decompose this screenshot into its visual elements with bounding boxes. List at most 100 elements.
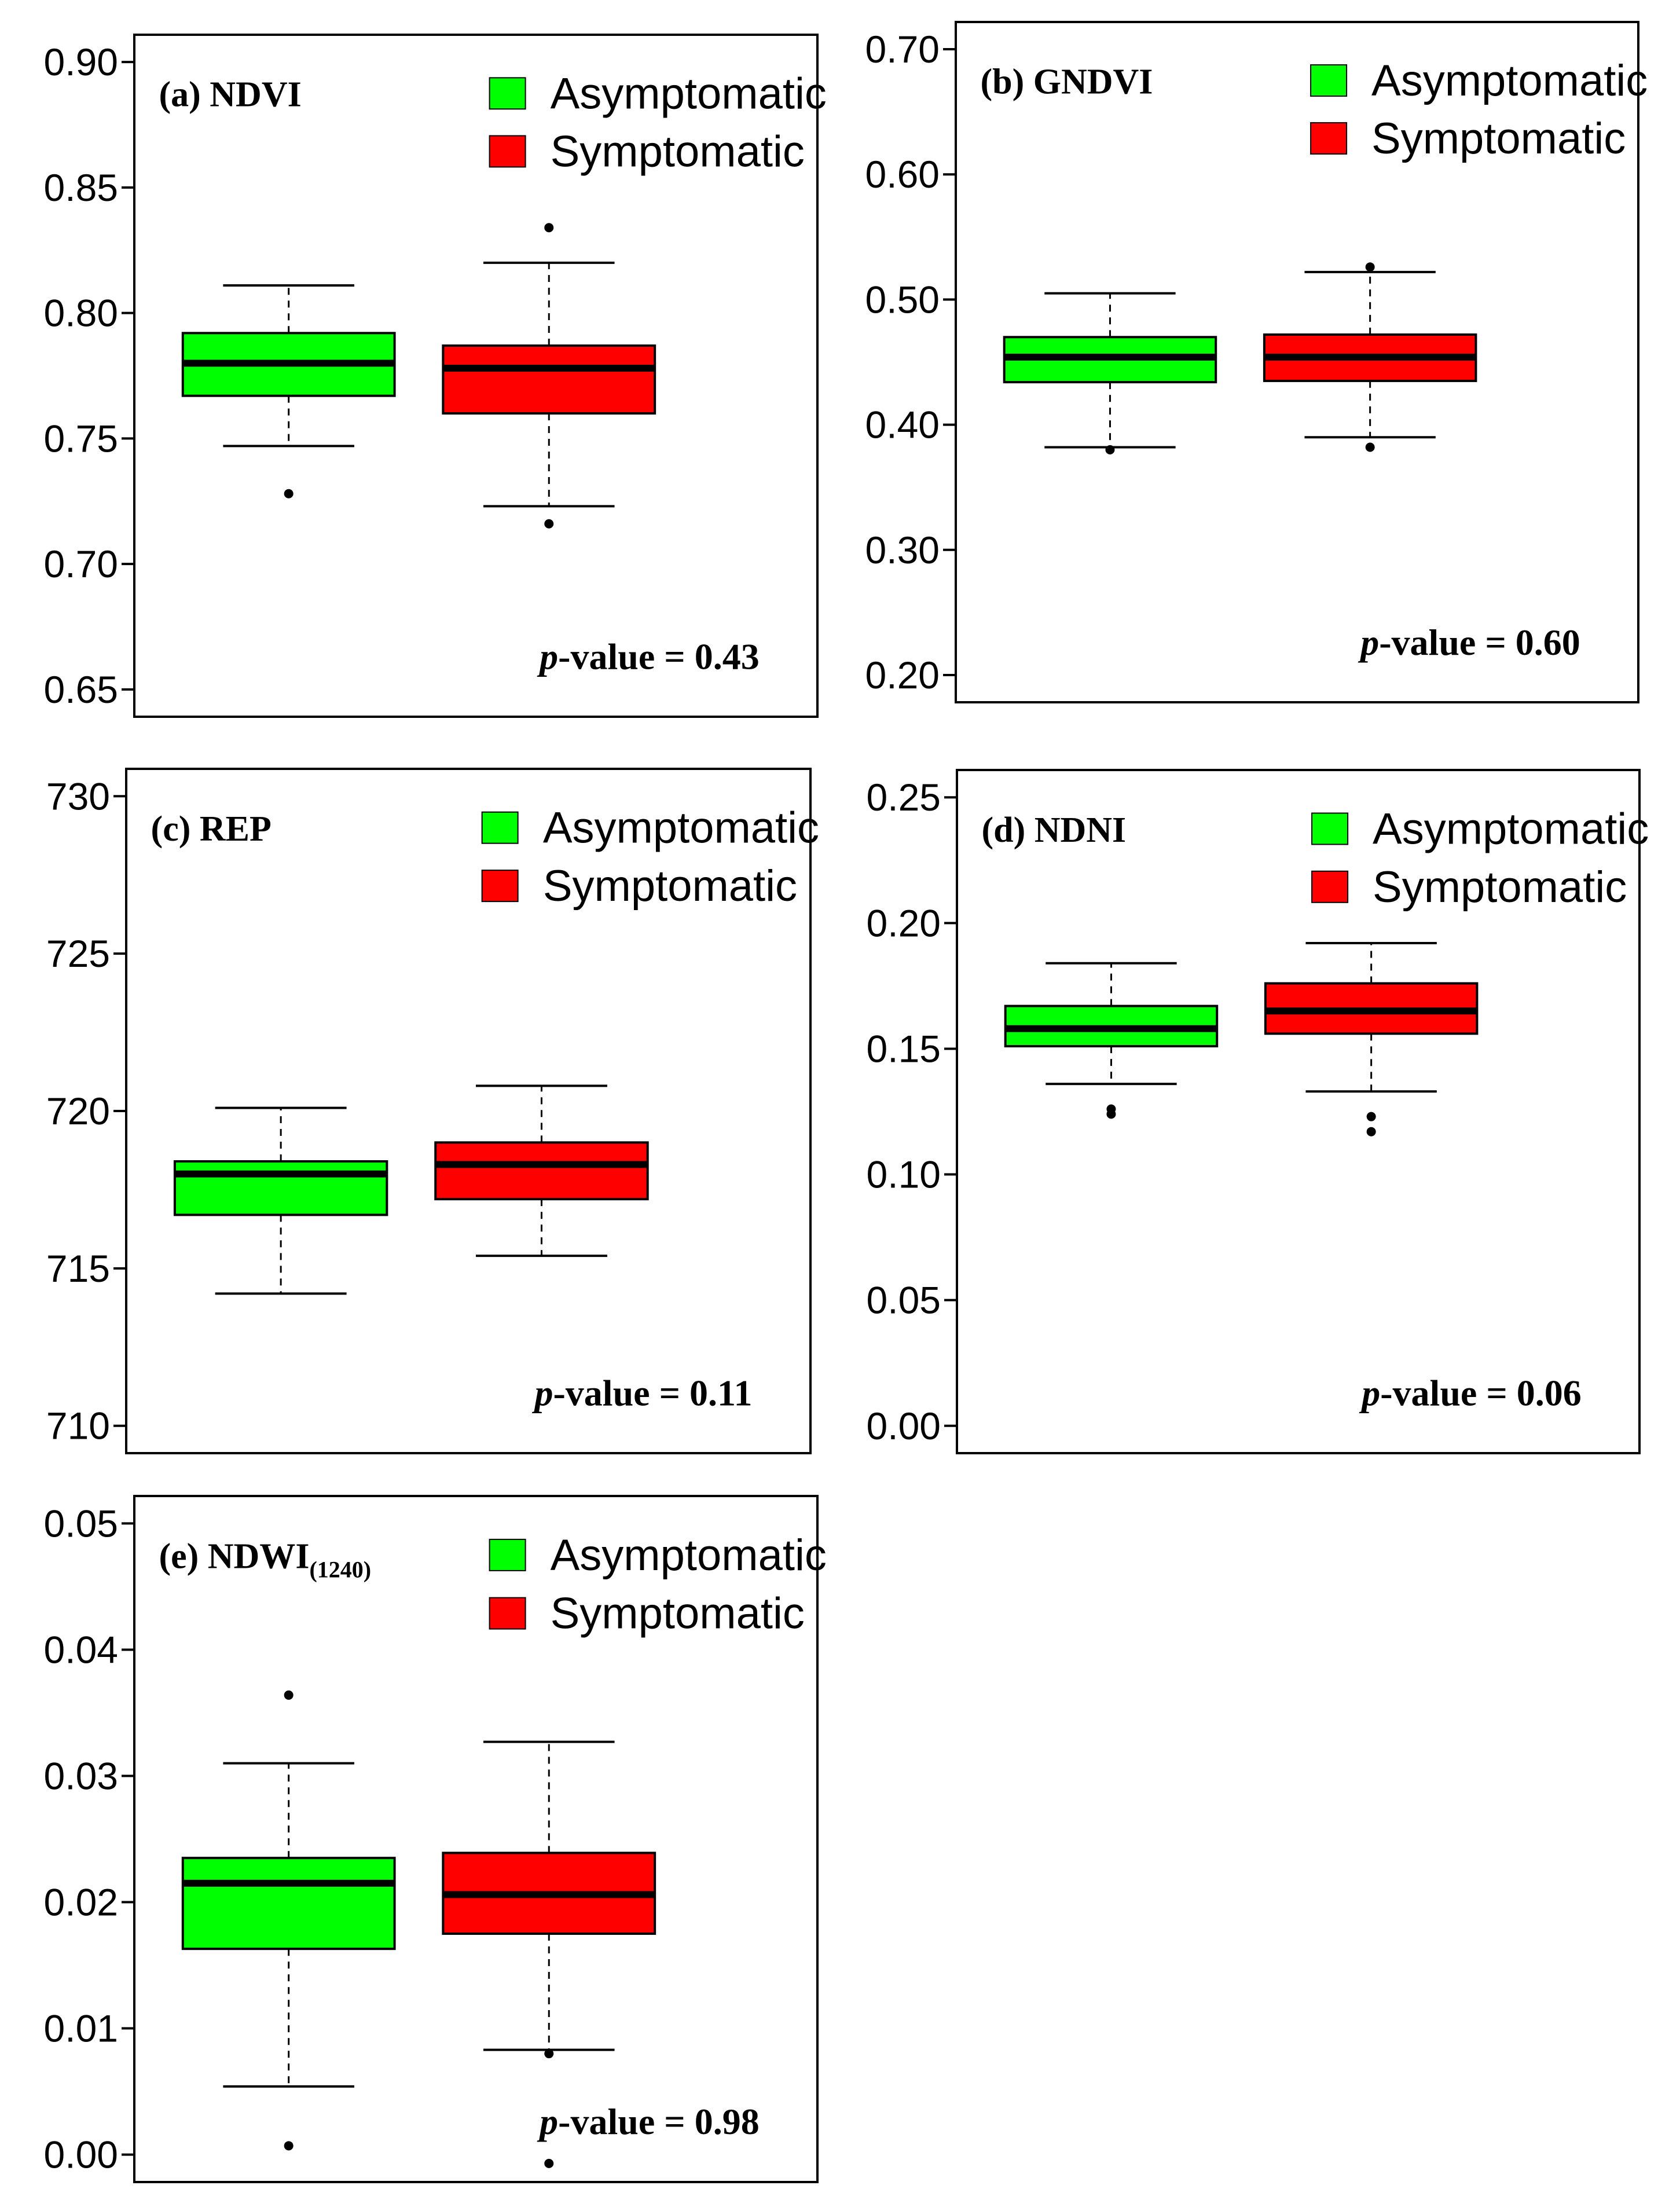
p-value-text: -value = 0.60 <box>1379 622 1580 663</box>
p-value-label: p-value = 0.06 <box>1359 1372 1582 1413</box>
legend-swatch-asymptomatic <box>481 811 519 844</box>
panel-title: (c) REP <box>151 809 272 849</box>
y-tick-label: 0.00 <box>44 2133 118 2176</box>
panel-title: (b) GNDVI <box>980 62 1153 101</box>
y-tick-label: 0.20 <box>867 901 941 944</box>
outlier-point-symptomatic <box>1365 442 1375 452</box>
y-tick-label: 0.20 <box>865 654 940 696</box>
chart-panel-2: 0.20 0.30 0.40 0.50 0.60 0.70 (b) GNDVI Asympto… <box>865 21 1648 703</box>
y-tick-label: 0.03 <box>44 1754 118 1797</box>
y-tick-label: 725 <box>46 932 110 975</box>
y-tick-label: 0.85 <box>44 166 118 209</box>
outlier-point-symptomatic <box>544 2049 554 2059</box>
p-value-italic-p: p <box>1359 1372 1380 1413</box>
y-tick-label: 0.04 <box>44 1628 118 1671</box>
box-asymptomatic <box>173 1160 388 1216</box>
p-value-label: p-value = 0.98 <box>537 2101 760 2142</box>
legend-swatch-symptomatic <box>489 1597 526 1630</box>
outlier-point-asymptomatic <box>284 2141 294 2151</box>
chart-panel-3: 710 715 720 725 730 (c) REP Asymptomatic Sympto… <box>46 768 819 1454</box>
plot-frame <box>956 769 1641 1454</box>
plot-frame <box>133 1495 819 2183</box>
y-tick-label: 0.60 <box>865 153 940 196</box>
legend-label-symptomatic: Symptomatic <box>551 127 805 176</box>
panel-title-text: NDVI <box>210 75 301 115</box>
panel-title-text: NDWI <box>208 1537 310 1576</box>
y-tick-label: 0.10 <box>867 1153 941 1196</box>
y-tick-label: 0.30 <box>865 529 940 571</box>
legend-label-asymptomatic: Asymptomatic <box>1371 56 1648 105</box>
p-value-text: -value = 0.06 <box>1380 1372 1582 1413</box>
y-tick-label: 715 <box>46 1247 110 1290</box>
y-tick-label: 720 <box>46 1090 110 1132</box>
y-tick-label: 0.65 <box>44 668 118 711</box>
chart-panel-1: 0.65 0.70 0.75 0.80 0.85 0.90 (a) NDVI Asymptom… <box>44 34 827 718</box>
outlier-point-symptomatic <box>544 223 554 233</box>
outlier-point-asymptomatic <box>284 1690 294 1700</box>
box-asymptomatic <box>181 1857 396 1950</box>
box-symptomatic <box>442 344 656 415</box>
p-value-italic-p: p <box>537 2101 558 2142</box>
panel-title: (d) NDNI <box>981 811 1126 850</box>
y-tick-label: 0.80 <box>44 292 118 335</box>
y-tick-label: 0.70 <box>865 28 940 71</box>
y-tick-label: 710 <box>46 1405 110 1447</box>
outlier-point-symptomatic <box>544 519 554 529</box>
chart-panel-4: 0.00 0.05 0.10 0.15 0.20 0.25 (d) NDNI Asymptom… <box>867 769 1649 1454</box>
outlier-point-asymptomatic <box>284 489 294 498</box>
y-tick-label: 0.01 <box>44 2007 118 2050</box>
outlier-point-asymptomatic <box>1105 445 1115 454</box>
p-value-label: p-value = 0.11 <box>531 1372 752 1413</box>
y-tick-label: 0.05 <box>44 1502 118 1545</box>
panel-title-text: REP <box>200 809 272 849</box>
panel-title-text: NDNI <box>1035 811 1126 850</box>
p-value-italic-p: p <box>531 1372 553 1413</box>
panel-label: (d) <box>981 811 1025 850</box>
plot-frame <box>133 34 819 718</box>
panel-title: (e) NDWI(1240) <box>159 1537 371 1582</box>
panel-label: (a) <box>159 75 200 115</box>
y-tick-label: 730 <box>46 775 110 817</box>
legend-label-symptomatic: Symptomatic <box>551 1589 805 1638</box>
panel-label: (e) <box>159 1537 199 1576</box>
plot-frame <box>955 21 1639 703</box>
legend-label-symptomatic: Symptomatic <box>1371 114 1626 163</box>
legend-swatch-asymptomatic <box>1310 64 1348 97</box>
legend-label-symptomatic: Symptomatic <box>1373 863 1627 912</box>
legend-label-asymptomatic: Asymptomatic <box>1373 804 1649 853</box>
y-tick-label: 0.00 <box>867 1405 941 1447</box>
legend-swatch-symptomatic <box>489 135 526 168</box>
y-tick-label: 0.15 <box>867 1027 941 1070</box>
panel-title: (a) NDVI <box>159 75 301 115</box>
y-tick-label: 0.02 <box>44 1881 118 1924</box>
legend-swatch-symptomatic <box>1310 122 1348 155</box>
y-tick-label: 0.25 <box>867 776 941 819</box>
y-tick-label: 0.70 <box>44 542 118 585</box>
box-symptomatic <box>434 1141 649 1201</box>
p-value-label: p-value = 0.60 <box>1358 622 1580 663</box>
p-value-text: -value = 0.98 <box>558 2101 760 2142</box>
legend-swatch-symptomatic <box>481 870 519 903</box>
panel-label: (c) <box>151 809 191 849</box>
legend-label-asymptomatic: Asymptomatic <box>551 69 827 118</box>
outlier-point-symptomatic <box>1366 1112 1376 1121</box>
legend-swatch-asymptomatic <box>489 77 526 110</box>
y-tick-label: 0.05 <box>867 1279 941 1322</box>
outlier-point-asymptomatic <box>1106 1109 1116 1119</box>
y-tick-label: 0.75 <box>44 417 118 460</box>
p-value-label: p-value = 0.43 <box>537 636 760 677</box>
legend-label-asymptomatic: Asymptomatic <box>543 804 819 853</box>
p-value-text: -value = 0.11 <box>553 1372 752 1413</box>
panel-label: (b) <box>980 62 1024 101</box>
panel-title-text: GNDVI <box>1033 62 1153 101</box>
panel-title-subscript: (1240) <box>309 1556 371 1582</box>
outlier-point-symptomatic <box>544 2158 554 2168</box>
y-tick-label: 0.50 <box>865 278 940 321</box>
p-value-text: -value = 0.43 <box>558 636 760 677</box>
y-tick-label: 0.90 <box>44 41 118 83</box>
legend-swatch-asymptomatic <box>1311 812 1349 845</box>
chart-panel-5: 0.00 0.01 0.02 0.03 0.04 0.05 (e) NDWI(1240) As… <box>44 1495 827 2183</box>
legend-swatch-asymptomatic <box>489 1538 526 1571</box>
legend-label-asymptomatic: Asymptomatic <box>551 1531 827 1580</box>
